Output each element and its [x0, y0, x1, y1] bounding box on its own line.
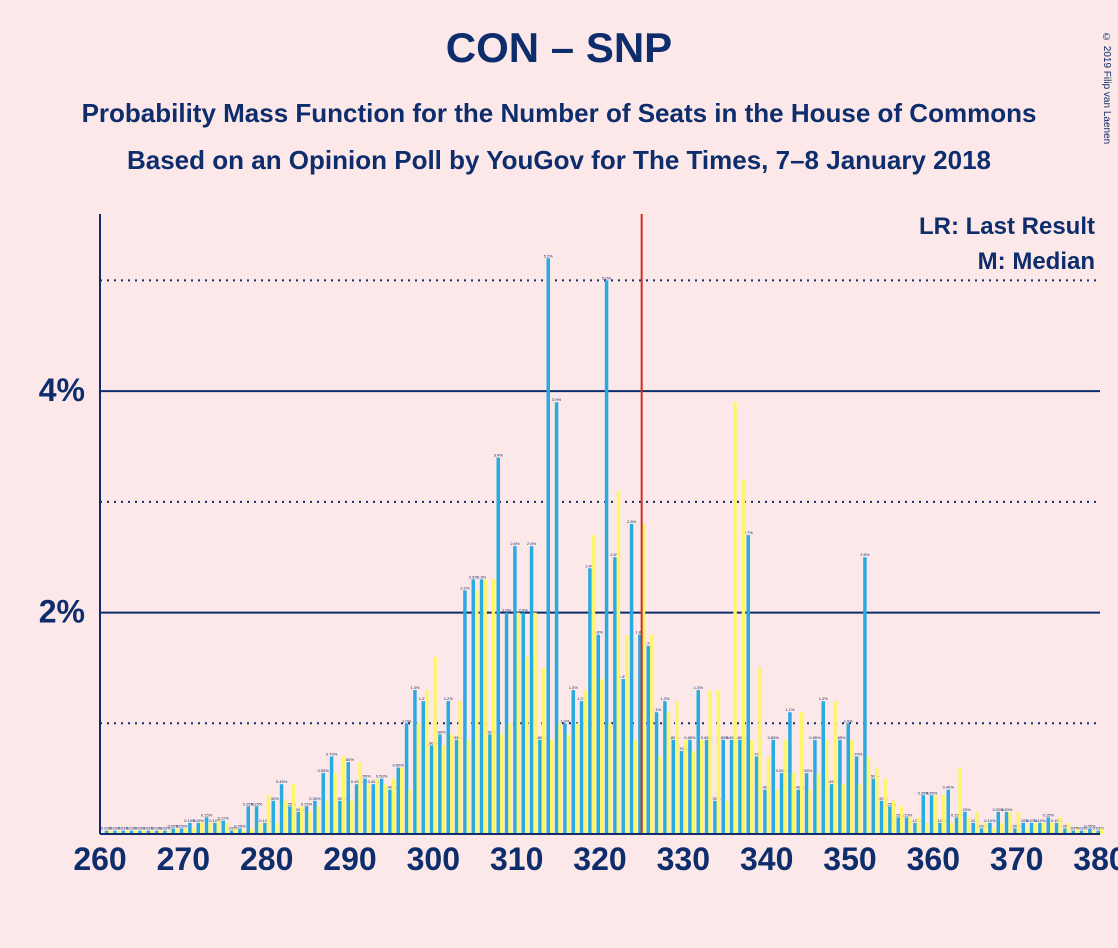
svg-text:340: 340: [740, 841, 793, 877]
svg-text:370: 370: [990, 841, 1043, 877]
svg-text:0.40%: 0.40%: [943, 785, 955, 790]
svg-text:280: 280: [240, 841, 293, 877]
svg-text:0.15%: 0.15%: [201, 812, 213, 817]
svg-text:3.9%: 3.9%: [552, 397, 562, 402]
legend-lr: LR: Last Result: [919, 213, 1095, 240]
svg-text:1.1%: 1.1%: [785, 707, 795, 712]
legend-m: M: Median: [978, 248, 1095, 275]
svg-text:2.6%: 2.6%: [510, 541, 520, 546]
svg-text:0.25%: 0.25%: [301, 801, 313, 806]
bars: 0.03%0.03%0.03%0.03%0.03%0.03%0.03%0.03%…: [101, 253, 1104, 834]
svg-text:260: 260: [73, 841, 126, 877]
svg-text:0.50%: 0.50%: [376, 774, 388, 779]
svg-text:1.2%: 1.2%: [660, 696, 670, 701]
svg-text:0.45%: 0.45%: [276, 779, 288, 784]
svg-text:2.5%: 2.5%: [860, 552, 870, 557]
svg-text:0.10%: 0.10%: [984, 818, 996, 823]
svg-text:2.8%: 2.8%: [627, 519, 637, 524]
svg-text:0.60%: 0.60%: [393, 763, 405, 768]
chart-svg: 2%4% 0.03%0.03%0.03%0.03%0.03%0.03%0.03%…: [95, 214, 1105, 874]
svg-text:350: 350: [823, 841, 876, 877]
svg-text:5.2%: 5.2%: [544, 253, 554, 258]
svg-text:1.0%: 1.0%: [560, 718, 570, 723]
svg-text:0.55%: 0.55%: [318, 768, 330, 773]
chart-subtitle-2: Based on an Opinion Poll by YouGov for T…: [0, 145, 1118, 176]
svg-text:2.6%: 2.6%: [527, 541, 537, 546]
grid-lines: 2% 4%: [39, 280, 1100, 723]
svg-text:0.35%: 0.35%: [926, 790, 938, 795]
svg-text:0.10%: 0.10%: [193, 818, 205, 823]
chart-area: 2%4% 0.03%0.03%0.03%0.03%0.03%0.03%0.03%…: [95, 214, 1105, 874]
svg-text:0.05%: 0.05%: [234, 823, 246, 828]
svg-text:0.15%: 0.15%: [1043, 812, 1055, 817]
svg-text:0.30%: 0.30%: [309, 796, 321, 801]
svg-text:0.20%: 0.20%: [1001, 807, 1013, 812]
legend: LR: Last Result M: Median: [919, 213, 1095, 275]
svg-text:1.0%: 1.0%: [844, 718, 854, 723]
svg-text:290: 290: [323, 841, 376, 877]
svg-text:1.2%: 1.2%: [819, 696, 829, 701]
svg-text:2%: 2%: [39, 594, 85, 630]
svg-text:0.70%: 0.70%: [326, 752, 338, 757]
svg-text:360: 360: [907, 841, 960, 877]
svg-text:310: 310: [490, 841, 543, 877]
svg-text:1.0%: 1.0%: [402, 718, 412, 723]
svg-text:2.3%: 2.3%: [477, 574, 487, 579]
svg-text:0.85%: 0.85%: [684, 735, 696, 740]
svg-text:2.2%: 2.2%: [460, 585, 470, 590]
svg-text:3.4%: 3.4%: [494, 453, 504, 458]
svg-text:2.0%: 2.0%: [519, 608, 529, 613]
copyright-text: © 2019 Filip van Laenen: [1101, 32, 1112, 144]
svg-text:5.0%: 5.0%: [602, 275, 612, 280]
chart-title: CON – SNP: [0, 24, 1118, 72]
svg-text:1.2%: 1.2%: [444, 696, 454, 701]
svg-text:0.12%: 0.12%: [218, 816, 230, 821]
svg-text:2.0%: 2.0%: [502, 608, 512, 613]
svg-text:1.3%: 1.3%: [694, 685, 704, 690]
svg-text:330: 330: [657, 841, 710, 877]
svg-text:270: 270: [157, 841, 210, 877]
svg-text:1.3%: 1.3%: [410, 685, 420, 690]
svg-text:0.10%: 0.10%: [1034, 818, 1046, 823]
svg-text:0.25%: 0.25%: [251, 801, 263, 806]
svg-text:300: 300: [407, 841, 460, 877]
svg-text:1.3%: 1.3%: [569, 685, 579, 690]
svg-text:0.05%: 0.05%: [176, 823, 188, 828]
svg-text:0.85%: 0.85%: [768, 735, 780, 740]
svg-text:380: 380: [1073, 841, 1118, 877]
svg-text:320: 320: [573, 841, 626, 877]
chart-subtitle-1: Probability Mass Function for the Number…: [0, 98, 1118, 129]
svg-text:0.85%: 0.85%: [809, 735, 821, 740]
svg-text:4%: 4%: [39, 372, 85, 408]
